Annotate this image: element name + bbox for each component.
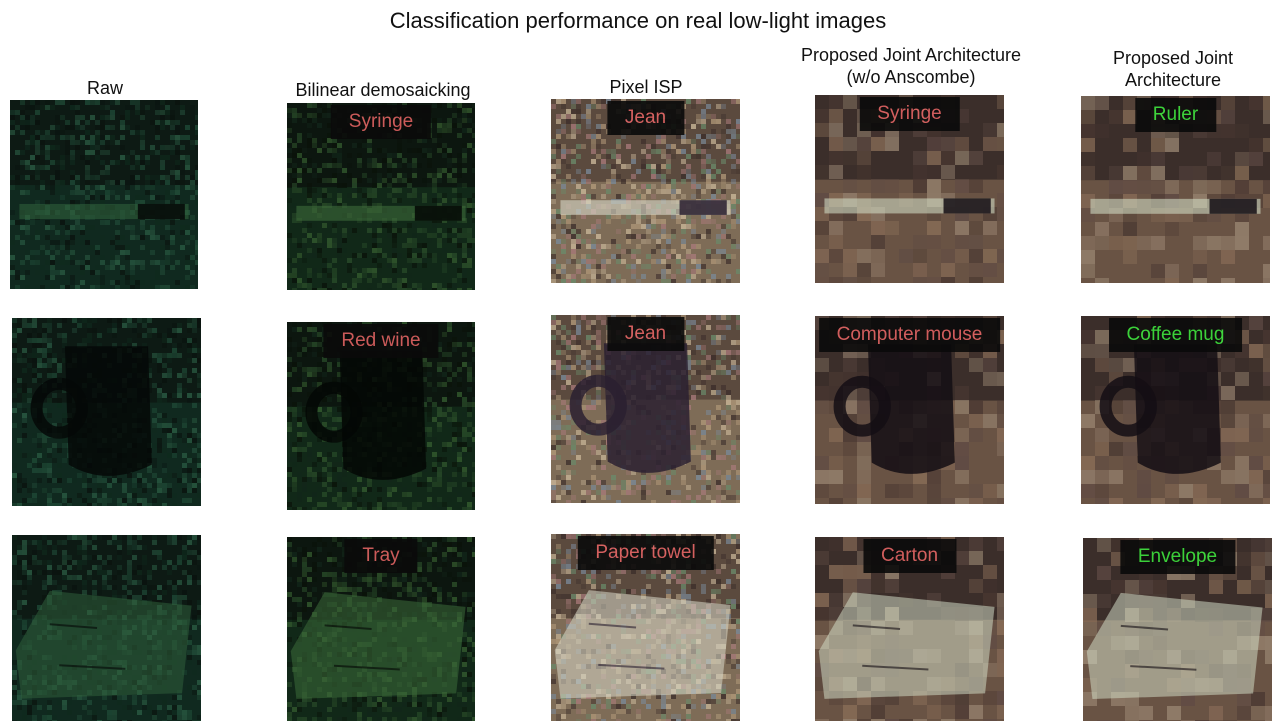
- column-header-joint-line-1: Proposed Joint: [1112, 48, 1234, 68]
- panel-joint-mug: Coffee mug: [1081, 316, 1270, 504]
- panel-joint-no-anscombe-ruler: Syringe: [815, 95, 1004, 283]
- panel-image: [1081, 96, 1270, 283]
- prediction-label: Tray: [344, 539, 418, 573]
- panel-image: [12, 318, 201, 506]
- panel-image: [287, 322, 475, 510]
- column-header-joint: Proposed Joint Architecture: [1043, 47, 1276, 91]
- panel-pixel-isp-mug: Jean: [551, 315, 740, 503]
- panel-image: [1083, 538, 1272, 721]
- column-header-pixel-isp: Pixel ISP: [516, 76, 776, 98]
- panel-joint-no-anscombe-envelope: Carton: [815, 537, 1004, 721]
- prediction-label: Envelope: [1119, 540, 1236, 574]
- column-header-joint-no-anscombe: Proposed Joint Architecture (w/o Anscomb…: [781, 44, 1041, 88]
- prediction-label: Paper towel: [577, 536, 714, 570]
- prediction-label: Jean: [606, 101, 685, 135]
- prediction-label: Jean: [606, 317, 685, 351]
- column-header-raw: Raw: [0, 77, 235, 99]
- panel-joint-ruler: Ruler: [1081, 96, 1270, 283]
- panel-bilinear-mug: Red wine: [287, 322, 475, 510]
- panel-pixel-isp-envelope: Paper towel: [551, 534, 740, 721]
- figure-title: Classification performance on real low-l…: [389, 8, 887, 33]
- panel-pixel-isp-ruler: Jean: [551, 99, 740, 283]
- column-header-pixel-isp-line-1: Pixel ISP: [609, 77, 683, 97]
- prediction-label: Computer mouse: [818, 318, 1001, 352]
- column-header-bilinear: Bilinear demosaicking: [253, 79, 513, 101]
- panel-raw-envelope: [12, 535, 201, 721]
- panel-joint-envelope: Envelope: [1083, 538, 1272, 721]
- panel-bilinear-envelope: Tray: [287, 537, 475, 721]
- prediction-label: Coffee mug: [1108, 318, 1243, 352]
- panel-image: [287, 537, 475, 721]
- panel-bilinear-ruler: Syringe: [287, 103, 475, 290]
- panel-image: [12, 535, 201, 721]
- column-header-joint-no-anscombe-line-1: Proposed Joint Architecture: [800, 45, 1022, 65]
- panel-joint-no-anscombe-mug: Computer mouse: [815, 316, 1004, 504]
- prediction-label: Syringe: [330, 105, 432, 139]
- column-header-joint-no-anscombe-line-2: (w/o Anscombe): [846, 67, 976, 87]
- panel-raw-mug: [12, 318, 201, 506]
- prediction-label: Ruler: [1134, 98, 1217, 132]
- panel-raw-ruler: [10, 100, 198, 289]
- prediction-label: Carton: [862, 539, 957, 573]
- prediction-label: Red wine: [323, 324, 439, 358]
- prediction-label: Syringe: [859, 97, 960, 131]
- column-header-joint-line-2: Architecture: [1124, 70, 1222, 90]
- column-header-bilinear-line-1: Bilinear demosaicking: [295, 80, 471, 100]
- panel-image: [10, 100, 198, 289]
- column-header-raw-line-1: Raw: [86, 78, 123, 98]
- panel-image: [815, 537, 1004, 721]
- panel-image: [287, 103, 475, 290]
